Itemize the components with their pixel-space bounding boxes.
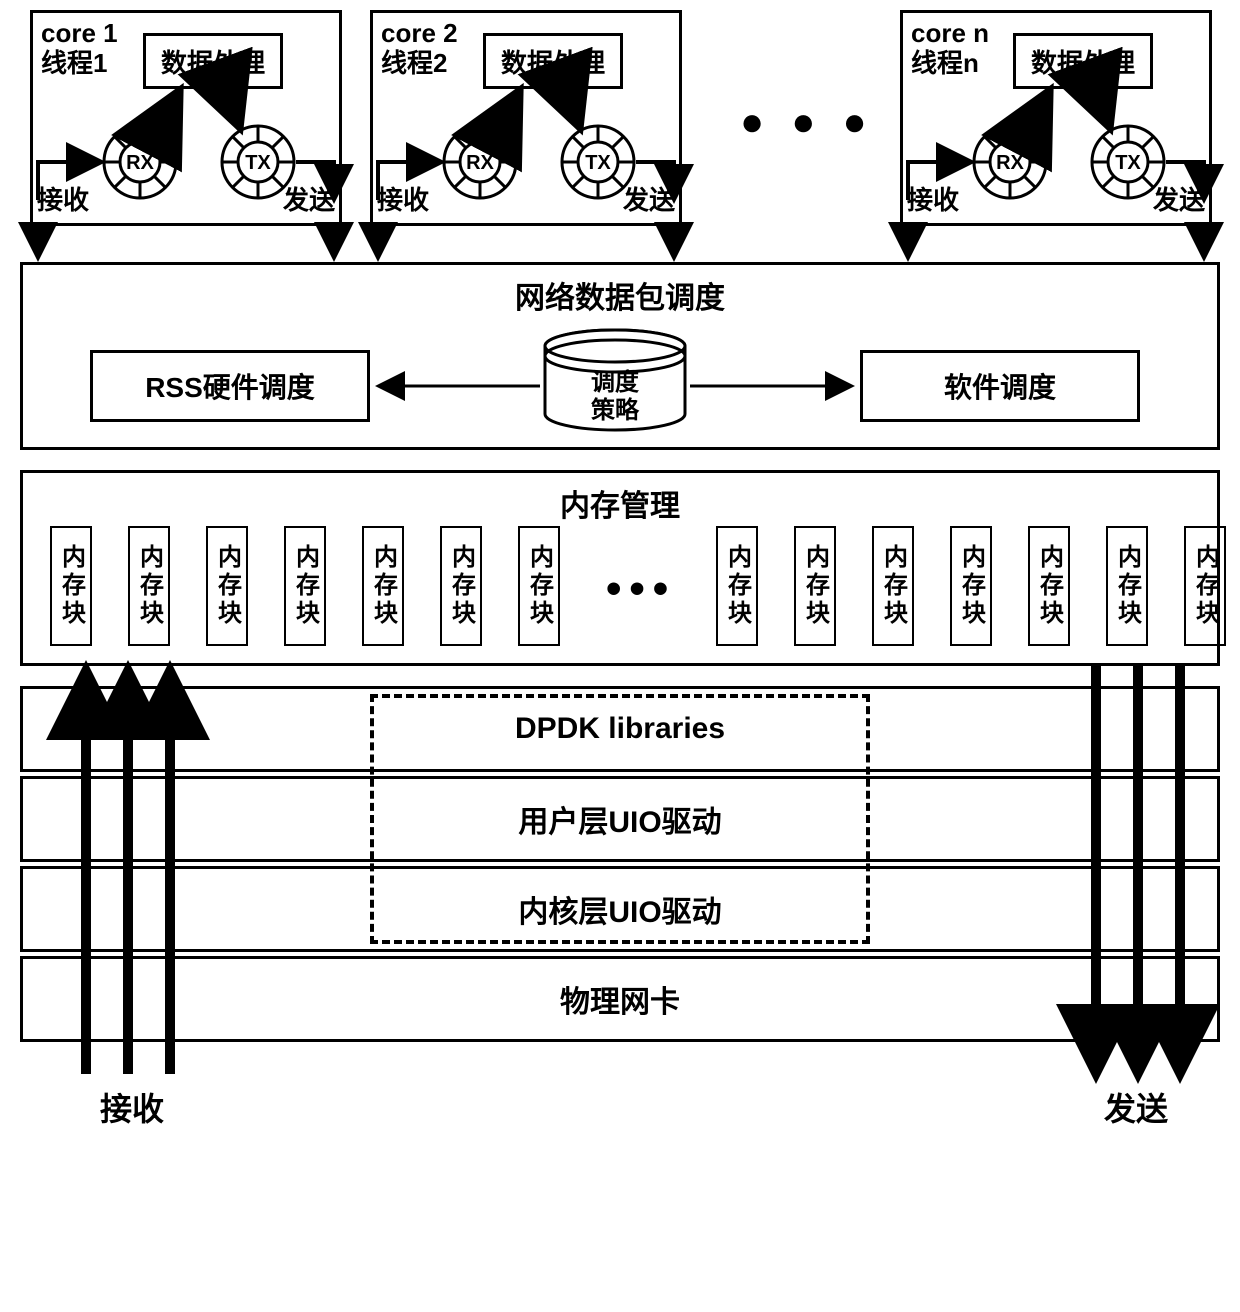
mem-block: 内存块 — [794, 526, 836, 646]
core-2-recv: 接收 — [377, 180, 429, 217]
mem-block: 内存块 — [872, 526, 914, 646]
bottom-recv-label: 接收 — [100, 1084, 164, 1130]
core-2-send: 发送 — [623, 180, 675, 217]
cores-ellipsis: ● ● ● — [740, 100, 875, 145]
mem-block: 内存块 — [950, 526, 992, 646]
core-n: core n 线程n 数据处理 接收 发送 — [900, 10, 1212, 226]
core-n-title-line2: 线程n — [911, 49, 989, 79]
core-n-title-line1: core n — [911, 19, 989, 49]
mem-block: 内存块 — [50, 526, 92, 646]
mem-block: 内存块 — [362, 526, 404, 646]
soft-sched: 软件调度 — [860, 350, 1140, 422]
core-1: core 1 线程1 数据处理 接收 发送 — [30, 10, 342, 226]
memory-title: 内存管理 — [23, 473, 1217, 525]
core-2-title-line2: 线程2 — [381, 49, 458, 79]
core-1-recv: 接收 — [37, 180, 89, 217]
core-n-dataproc: 数据处理 — [1013, 33, 1153, 89]
mem-block: 内存块 — [518, 526, 560, 646]
mem-ellipsis: ••• — [606, 564, 676, 614]
layer-nic: 物理网卡 — [20, 956, 1220, 1042]
core-1-send: 发送 — [283, 180, 335, 217]
mem-block: 内存块 — [1184, 526, 1226, 646]
mem-block: 内存块 — [716, 526, 758, 646]
core-1-title-line2: 线程1 — [41, 49, 118, 79]
mem-block: 内存块 — [284, 526, 326, 646]
core-2-title: core 2 线程2 — [381, 19, 458, 79]
core-1-title: core 1 线程1 — [41, 19, 118, 79]
core-2-title-line1: core 2 — [381, 19, 458, 49]
core-n-title: core n 线程n — [911, 19, 989, 79]
core-2-dataproc: 数据处理 — [483, 33, 623, 89]
architecture-diagram: core 1 线程1 数据处理 接收 发送 core 2 线程2 数据处理 接收… — [0, 0, 1240, 1312]
mem-block: 内存块 — [206, 526, 248, 646]
core-n-send: 发送 — [1153, 180, 1205, 217]
rss-hw-sched: RSS硬件调度 — [90, 350, 370, 422]
core-1-title-line1: core 1 — [41, 19, 118, 49]
mem-block: 内存块 — [128, 526, 170, 646]
scheduling-title: 网络数据包调度 — [23, 265, 1217, 317]
mem-block: 内存块 — [1106, 526, 1148, 646]
core-1-dataproc: 数据处理 — [143, 33, 283, 89]
bottom-send-label: 发送 — [1104, 1084, 1168, 1130]
mem-block: 内存块 — [1028, 526, 1070, 646]
dashed-box — [370, 694, 870, 944]
mem-block: 内存块 — [440, 526, 482, 646]
core-2: core 2 线程2 数据处理 接收 发送 — [370, 10, 682, 226]
core-n-recv: 接收 — [907, 180, 959, 217]
